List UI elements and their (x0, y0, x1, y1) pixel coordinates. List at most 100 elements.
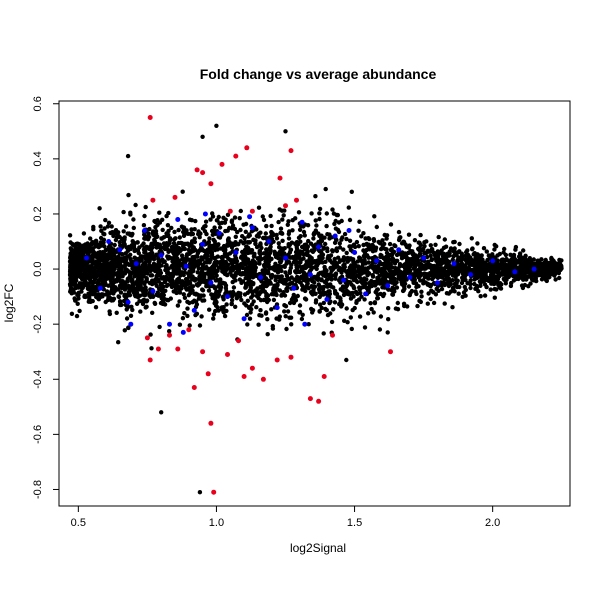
data-point (331, 285, 336, 290)
data-point (374, 224, 379, 230)
data-point (277, 317, 282, 322)
data-point (396, 268, 401, 273)
data-point (159, 296, 164, 301)
data-point (248, 310, 253, 315)
data-point (89, 286, 95, 291)
data-point (396, 276, 401, 281)
data-point (492, 295, 497, 300)
data-point (166, 249, 171, 254)
data-point (75, 301, 80, 306)
y-tick-label: 0.6 (32, 96, 44, 111)
data-point (277, 207, 282, 212)
data-point (266, 246, 272, 252)
data-point (238, 239, 243, 244)
data-point (406, 232, 412, 237)
data-point (375, 270, 380, 275)
data-point (298, 234, 303, 239)
data-point (86, 286, 91, 292)
data-point (329, 235, 334, 240)
data-point (402, 254, 407, 260)
data-point (376, 239, 381, 245)
data-point (113, 237, 119, 243)
data-point (332, 272, 338, 278)
data-point (235, 229, 240, 235)
data-point (372, 254, 378, 260)
data-point (87, 258, 92, 264)
data-point (157, 324, 162, 330)
data-point (452, 246, 457, 251)
data-point (140, 243, 145, 248)
data-point (131, 288, 136, 293)
data-point (142, 232, 147, 237)
data-point (503, 281, 508, 286)
data-point (435, 262, 441, 268)
data-point (105, 292, 111, 297)
data-point (209, 228, 215, 234)
data-point (93, 244, 98, 249)
data-point (344, 236, 349, 242)
data-point (129, 259, 134, 264)
data-point (295, 293, 300, 299)
highlight-point (133, 261, 139, 267)
data-point (347, 238, 353, 243)
data-point (330, 260, 335, 265)
data-point (98, 224, 103, 229)
data-point (441, 245, 447, 250)
data-point (122, 280, 127, 285)
data-point (419, 271, 424, 277)
data-point (325, 256, 330, 261)
data-point (263, 231, 268, 236)
data-point (181, 225, 187, 230)
data-point (274, 236, 280, 241)
data-point (452, 239, 457, 245)
data-point (290, 228, 295, 233)
data-point (288, 248, 293, 253)
data-point (367, 236, 372, 242)
data-point (306, 277, 311, 282)
data-point (124, 316, 130, 321)
data-point (285, 222, 290, 227)
data-point (159, 292, 164, 297)
data-point (302, 233, 307, 238)
data-point (73, 275, 79, 280)
data-point (189, 218, 194, 223)
data-point (131, 217, 136, 222)
data-point (196, 266, 201, 271)
data-point (112, 242, 117, 248)
data-point (200, 247, 205, 252)
data-point (422, 274, 428, 280)
data-point (308, 241, 314, 246)
data-point (373, 245, 379, 250)
data-point (338, 298, 343, 304)
data-point (516, 254, 522, 259)
data-point (166, 210, 171, 216)
data-point (309, 256, 314, 261)
data-point (323, 186, 328, 192)
data-point (189, 242, 194, 247)
data-point (349, 266, 354, 271)
data-point (341, 247, 346, 252)
data-point (127, 289, 132, 295)
data-point (180, 316, 186, 321)
data-point (298, 280, 303, 285)
data-point (167, 329, 172, 334)
data-point (278, 226, 284, 231)
data-point (103, 247, 109, 253)
data-point (535, 267, 541, 272)
data-point (347, 217, 353, 223)
data-point (337, 245, 343, 250)
data-point (188, 291, 193, 296)
data-point (296, 260, 301, 265)
data-point (502, 268, 507, 273)
data-point (154, 234, 159, 240)
data-point (192, 258, 197, 263)
data-point (452, 289, 457, 294)
data-point (310, 284, 315, 290)
data-point (168, 296, 173, 301)
data-point (138, 283, 143, 289)
data-point (342, 290, 347, 295)
data-point (265, 264, 270, 269)
highlight-point (258, 274, 264, 280)
data-point (346, 257, 351, 263)
data-point (101, 282, 106, 288)
